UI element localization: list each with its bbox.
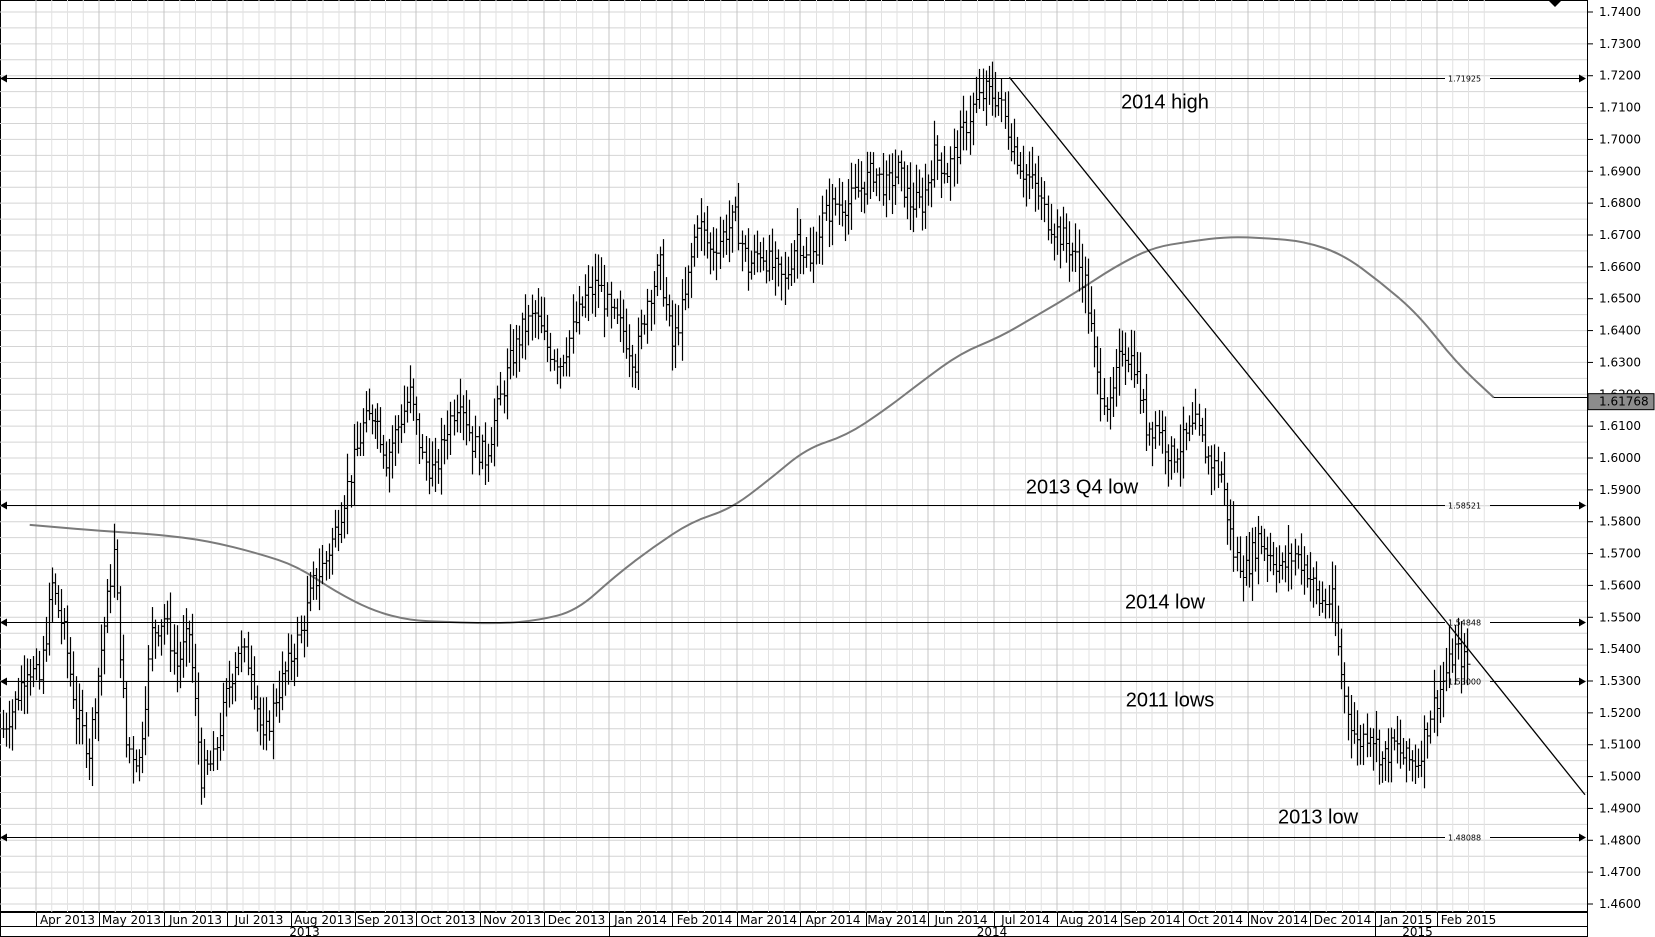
level-arrow-right	[1579, 618, 1586, 627]
y-tick-label: 1.6000	[1599, 451, 1641, 465]
level-arrow-right	[1579, 677, 1586, 686]
month-label: Apr 2014	[805, 913, 860, 927]
x-axis-frame	[0, 912, 1588, 937]
month-label: Sep 2014	[1124, 913, 1181, 927]
level-arrow-right	[1579, 833, 1586, 842]
scroll-indicator-icon	[1548, 0, 1562, 7]
y-tick-label: 1.5200	[1599, 706, 1641, 720]
year-label: 2015	[1402, 925, 1433, 937]
last-price-label: 1.61768	[1599, 395, 1649, 409]
plot-frame	[0, 0, 1588, 912]
y-axis: 1.7400 1.7300 1.7200 1.7100 1.7000 1.6900 1.68…	[1587, 5, 1641, 911]
level-arrow-left	[0, 677, 7, 686]
y-tick-label: 1.4700	[1599, 865, 1641, 879]
y-tick-label: 1.6400	[1599, 324, 1641, 338]
month-label: Jul 2013	[234, 913, 284, 927]
y-tick-label: 1.6800	[1599, 196, 1641, 210]
month-label: Nov 2013	[483, 913, 541, 927]
level-arrow-left	[0, 74, 7, 83]
month-label: May 2013	[102, 913, 161, 927]
y-tick-label: 1.5900	[1599, 483, 1641, 497]
level-tag: 1.48088	[1448, 834, 1481, 843]
downtrend-line	[1008, 76, 1586, 796]
month-label: Feb 2014	[677, 913, 733, 927]
last-price-marker: 1.61768	[1548, 0, 1655, 411]
price-bars	[0, 61, 1471, 805]
level-annotation: 2014 high	[1121, 92, 1209, 114]
month-label: Oct 2014	[1188, 913, 1243, 927]
month-label: Mar 2014	[740, 913, 797, 927]
y-tick-label: 1.7200	[1599, 69, 1641, 83]
y-tick-label: 1.7300	[1599, 37, 1641, 51]
level-arrow-left	[0, 618, 7, 627]
y-tick-label: 1.4900	[1599, 801, 1641, 815]
level-tag: 1.58521	[1448, 502, 1481, 511]
y-tick-label: 1.7400	[1599, 5, 1641, 19]
month-label: Jan 2014	[613, 913, 667, 927]
level-annotation: 2014 low	[1125, 592, 1206, 614]
y-tick-label: 1.5500	[1599, 610, 1641, 624]
year-label: 2013	[289, 925, 320, 937]
y-tick-label: 1.7000	[1599, 132, 1641, 146]
level-tag: 1.71925	[1448, 75, 1481, 84]
month-label: Jul 2014	[1000, 913, 1050, 927]
month-label: Feb 2015	[1441, 913, 1497, 927]
month-label: Oct 2013	[420, 913, 475, 927]
month-label: Dec 2013	[548, 913, 606, 927]
level-arrow-right	[1579, 501, 1586, 510]
y-tick-label: 1.5700	[1599, 547, 1641, 561]
y-tick-label: 1.6900	[1599, 164, 1641, 178]
y-tick-label: 1.5800	[1599, 515, 1641, 529]
last-price-box	[1587, 393, 1655, 411]
trendline-series	[1008, 76, 1586, 796]
month-label: Jun 2014	[933, 913, 987, 927]
y-tick-label: 1.6300	[1599, 355, 1641, 369]
level-arrow-right	[1579, 74, 1586, 83]
month-label: May 2014	[867, 913, 926, 927]
x-axis: Apr 2013 May 2013 Jun 2013 Jul 2013 Aug 2013…	[0, 912, 1588, 937]
y-tick-label: 1.5000	[1599, 770, 1641, 784]
level-tag: 1.53000	[1448, 678, 1481, 687]
month-label: Aug 2014	[1060, 913, 1118, 927]
y-tick-label: 1.5100	[1599, 738, 1641, 752]
horizontal-levels: 1.71925 2014 high 1.58521 2013 Q4 low 1.5484…	[0, 74, 1586, 843]
month-label: Jan 2015	[1379, 913, 1433, 927]
level-annotation: 2011 lows	[1126, 690, 1215, 712]
level-tag: 1.54848	[1448, 619, 1481, 628]
month-label: Apr 2013	[40, 913, 95, 927]
y-tick-label: 1.6600	[1599, 260, 1641, 274]
y-tick-label: 1.6700	[1599, 228, 1641, 242]
level-annotation: 2013 Q4 low	[1026, 477, 1139, 499]
month-label: Aug 2013	[294, 913, 352, 927]
year-label: 2014	[977, 925, 1008, 937]
level-arrow-left	[0, 501, 7, 510]
y-tick-label: 1.6100	[1599, 419, 1641, 433]
y-tick-label: 1.6500	[1599, 292, 1641, 306]
y-tick-label: 1.5400	[1599, 642, 1641, 656]
y-tick-label: 1.7100	[1599, 101, 1641, 115]
month-label: Jun 2013	[168, 913, 222, 927]
y-tick-label: 1.4800	[1599, 833, 1641, 847]
y-tick-label: 1.5300	[1599, 674, 1641, 688]
chart-grid	[0, 0, 1588, 937]
month-label: Nov 2014	[1250, 913, 1308, 927]
month-label: Dec 2014	[1314, 913, 1372, 927]
y-tick-label: 1.4600	[1599, 897, 1641, 911]
y-tick-label: 1.5600	[1599, 578, 1641, 592]
level-annotation: 2013 low	[1278, 807, 1359, 829]
month-label: Sep 2013	[357, 913, 414, 927]
level-arrow-left	[0, 833, 7, 842]
